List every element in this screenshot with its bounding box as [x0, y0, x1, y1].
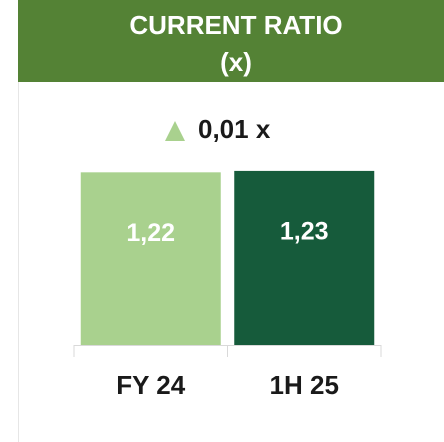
up-triangle [165, 121, 185, 141]
value-label: 1,23 [280, 218, 329, 246]
x-tick-label: 1H 25 [270, 370, 339, 400]
chart-title: CURRENT RATIO [129, 10, 342, 40]
x-tick-label: FY 24 [116, 370, 185, 400]
bar [234, 170, 375, 345]
chart-subtitle: (x) [220, 47, 252, 77]
value-label: 1,22 [126, 219, 175, 247]
header-band [18, 0, 444, 82]
bar [80, 172, 221, 345]
annotation: 0,01 x [198, 114, 271, 144]
